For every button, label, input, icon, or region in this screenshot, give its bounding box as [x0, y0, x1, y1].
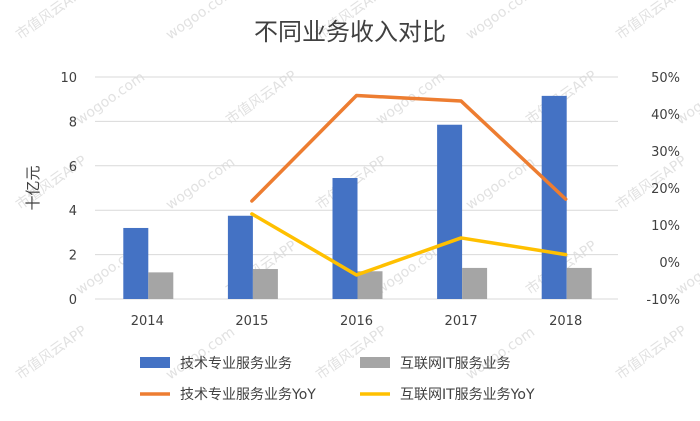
series-line [250, 212, 568, 277]
y-tick-label: 10 [60, 71, 77, 86]
legend-label: 互联网IT服务业务 [400, 356, 511, 372]
y-tick-label: 6 [69, 160, 77, 175]
bar [252, 269, 278, 299]
bar [437, 124, 463, 299]
y2-tick-label: 40% [651, 108, 680, 123]
y-tick-label: 4 [69, 204, 77, 219]
x-tick-label: 2016 [340, 314, 373, 329]
y2-tick-label: 50% [651, 71, 680, 86]
y2-axis-ticks: -10% 0% 10% 20% 30% 40% 50% [646, 71, 680, 308]
watermark-text: 市值风云APP [613, 322, 690, 383]
watermark-text: wogoo.com [463, 0, 538, 43]
watermark-text: wogoo.com [73, 69, 148, 128]
watermark-text: 市值风云APP [13, 322, 90, 383]
legend-swatch [360, 357, 390, 368]
y2-tick-label: 0% [659, 256, 680, 271]
y-tick-label: 8 [69, 115, 77, 130]
y2-tick-label: 30% [651, 145, 680, 160]
y2-tick-label: -10% [646, 293, 680, 308]
watermark-text: 市值风云APP [613, 0, 690, 43]
watermark-text: wogoo.com [163, 324, 238, 383]
watermark-text: wogoo.com [163, 0, 238, 43]
legend-label: 互联网IT服务业务YoY [400, 387, 535, 403]
bar [148, 272, 174, 299]
y2-tick-label: 20% [651, 182, 680, 197]
bar [332, 178, 358, 299]
bar [123, 227, 149, 299]
y-axis-ticks: 0 2 4 6 8 10 [60, 71, 77, 308]
bar [227, 215, 253, 299]
y-axis-label: 十亿元 [24, 165, 42, 210]
y-tick-label: 0 [69, 293, 77, 308]
watermark-text: 市值风云APP [223, 67, 300, 128]
x-tick-label: 2018 [549, 314, 582, 329]
legend-label: 技术专业服务业务 [180, 356, 292, 372]
x-tick-label: 2015 [235, 314, 268, 329]
y-tick-label: 2 [69, 249, 77, 264]
watermark-text: wogoo.com [163, 154, 238, 213]
series-line [250, 93, 568, 203]
watermark-text: wogoo.com [463, 324, 538, 383]
chart-title: 不同业务收入对比 [254, 18, 446, 46]
legend-swatch [140, 357, 170, 368]
bar [462, 267, 488, 299]
x-tick-label: 2014 [131, 314, 164, 329]
legend-label: 技术专业服务业务YoY [180, 387, 316, 403]
y2-tick-label: 10% [651, 219, 680, 234]
watermark-text: 市值风云APP [13, 0, 90, 43]
bar [357, 271, 383, 299]
gridlines [95, 76, 618, 300]
line-marks [250, 93, 568, 277]
watermark-text: 市值风云APP [313, 322, 390, 383]
bar [566, 267, 592, 299]
x-tick-label: 2017 [445, 314, 478, 329]
x-axis-ticks: 2014 2015 2016 2017 2018 [131, 314, 582, 329]
